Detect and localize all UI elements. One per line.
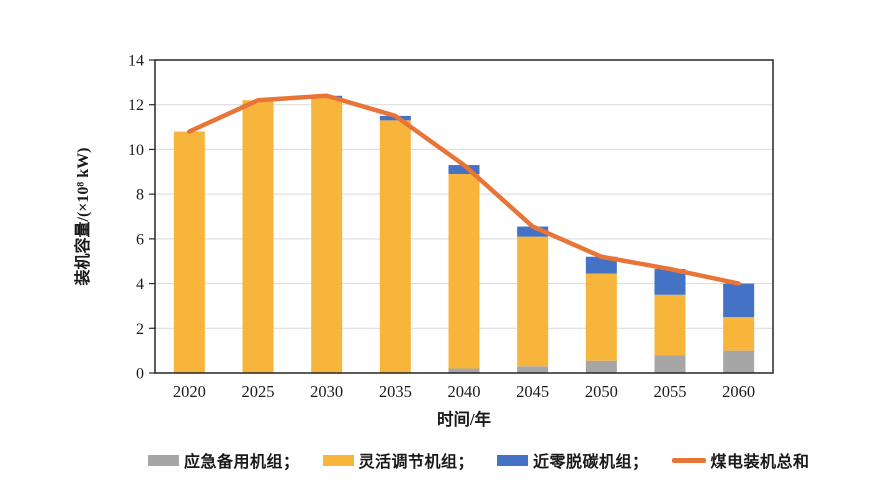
- gray-bar-swatch-icon: [148, 454, 179, 466]
- y-tick-label: 2: [136, 321, 144, 338]
- x-tick-label: 2035: [379, 382, 412, 401]
- legend-label: 应急备用机组；: [184, 454, 300, 471]
- y-tick-label: 12: [128, 97, 144, 114]
- bar-segment-灵活调节机组: [242, 100, 274, 373]
- bar-segment-灵活调节机组: [173, 131, 205, 373]
- bar-segment-灵活调节机组: [723, 317, 755, 351]
- stacked-bar-line-chart: 0 2 4 6 8 10 12 14 2020 2025 2030 2035 2040 2045 2050 2…: [73, 53, 774, 429]
- bar-segment-灵活调节机组: [311, 98, 343, 373]
- bar-segment-近零脱碳机组: [448, 165, 480, 175]
- x-tick-label: 2060: [722, 382, 755, 401]
- total-capacity-line: [187, 93, 741, 286]
- orange-line-swatch-icon: [671, 457, 706, 463]
- legend-label: 近零脱碳机组；: [533, 454, 649, 471]
- bar-segment-灵活调节机组: [448, 174, 480, 369]
- legend-label: 灵活调节机组；: [358, 454, 475, 471]
- bar-segment-应急备用机组: [585, 360, 617, 373]
- y-tick-label: 4: [136, 276, 144, 293]
- plot-border: [154, 59, 774, 374]
- legend-label: 煤电装机总和: [710, 454, 810, 471]
- y-tick-label: 6: [136, 231, 144, 248]
- x-tick-label: 2020: [173, 382, 206, 401]
- bar-segment-灵活调节机组: [379, 120, 411, 373]
- x-tick-label: 2050: [585, 382, 618, 401]
- yellow-bar-swatch-icon: [322, 454, 354, 466]
- bar-segment-应急备用机组: [654, 355, 686, 373]
- chart-legend: 应急备用机组； 灵活调节机组； 近零脱碳机组； 煤电装机总和: [148, 448, 810, 472]
- bar-segment-近零脱碳机组: [723, 283, 755, 318]
- blue-bar-swatch-icon: [497, 454, 529, 466]
- y-tick-label: 14: [128, 53, 144, 70]
- bar-segment-近零脱碳机组: [585, 256, 617, 274]
- bar-segment-灵活调节机组: [517, 236, 549, 367]
- y-tick-label: 10: [128, 142, 144, 159]
- bar-segment-近零脱碳机组: [517, 226, 549, 237]
- x-axis-title: 时间/年: [437, 409, 492, 429]
- y-tick-label: 0: [136, 366, 144, 383]
- x-tick-label: 2030: [310, 382, 343, 401]
- x-tick-label: 2055: [654, 382, 687, 401]
- bar-segment-灵活调节机组: [654, 294, 686, 356]
- legend-item-total-coal-capacity: 煤电装机总和: [671, 448, 810, 472]
- y-tick-label: 8: [136, 187, 144, 204]
- x-tick-label: 2025: [242, 382, 275, 401]
- bar-segment-应急备用机组: [723, 350, 755, 373]
- bar-segment-应急备用机组: [448, 368, 480, 373]
- legend-item-near-zero-carbon-units: 近零脱碳机组；: [497, 448, 649, 472]
- y-axis-title: 装机容量/(×10⁸ kW): [73, 148, 92, 287]
- legend-item-flexible-regulation-units: 灵活调节机组；: [322, 448, 475, 472]
- bar-segment-灵活调节机组: [585, 273, 617, 361]
- x-tick-label: 2045: [516, 382, 549, 401]
- bar-segment-应急备用机组: [517, 366, 549, 373]
- legend-item-emergency-backup-units: 应急备用机组；: [148, 448, 300, 472]
- x-tick-label: 2040: [448, 382, 481, 401]
